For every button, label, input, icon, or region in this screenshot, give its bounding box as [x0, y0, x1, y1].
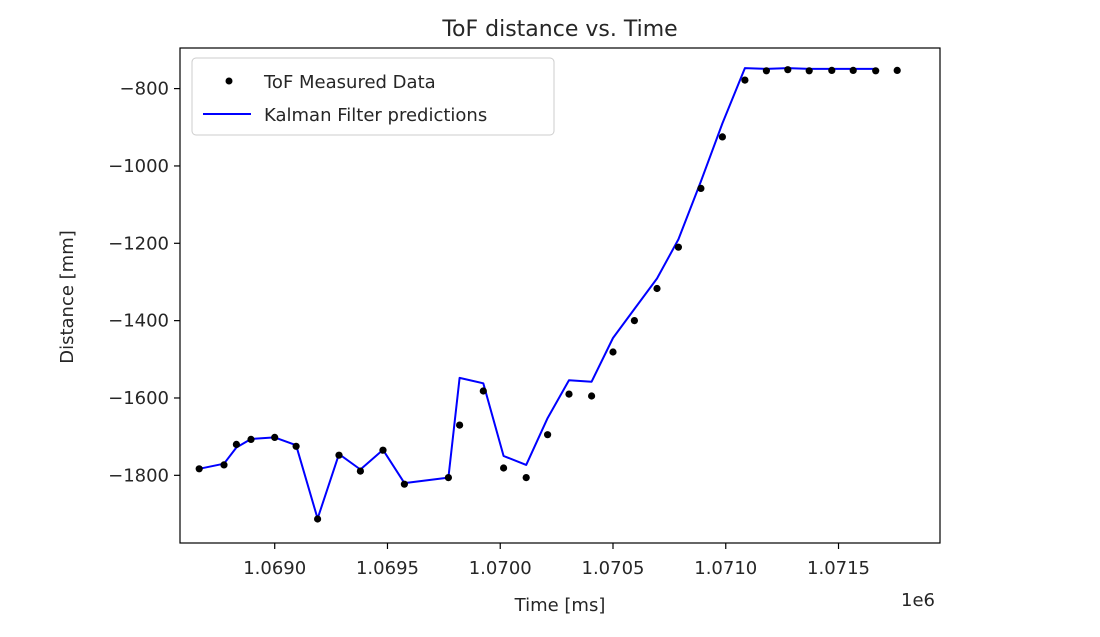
measured-data-point [893, 66, 901, 74]
legend-box [191, 57, 555, 136]
x-tick-label: 1.0715 [807, 558, 870, 579]
measured-data-point [697, 184, 705, 192]
measured-data-point [609, 348, 617, 356]
measured-data-point [674, 243, 683, 251]
x-axis-offset-label: 1e6 [901, 590, 935, 611]
measured-data-point [247, 435, 255, 443]
chart-title: ToF distance vs. Time [441, 17, 677, 42]
measured-data-point [456, 421, 464, 429]
y-tick-label: −1000 [108, 156, 169, 177]
measured-data-point [195, 465, 203, 473]
measured-data-point [805, 67, 813, 75]
x-tick-label: 1.0690 [243, 558, 306, 579]
measured-data-point [741, 76, 749, 84]
measured-data-point [220, 461, 228, 469]
kalman-filter-series-line [198, 67, 876, 520]
measured-data-point [718, 133, 727, 141]
measured-data-point [500, 464, 508, 472]
y-tick-label: −1400 [108, 311, 169, 332]
measured-data-point [544, 431, 552, 439]
x-tick-label: 1.0700 [469, 558, 532, 579]
x-tick-label: 1.0705 [582, 558, 645, 579]
y-tick-label: −1800 [108, 465, 169, 486]
x-axis: 1.0690 1.0695 1.0700 1.0705 1.0710 1.0715 [243, 543, 870, 579]
measured-data-point [849, 66, 857, 74]
measured-data-point [271, 433, 279, 441]
measured-data-point [379, 446, 387, 454]
measured-points [195, 66, 901, 523]
x-tick-label: 1.0710 [694, 558, 757, 579]
legend-label-kalman: Kalman Filter predictions [264, 105, 487, 126]
x-tick-label: 1.0695 [356, 558, 419, 579]
y-axis: −800 −1000 −1200 −1400 −1600 −1800 [108, 79, 180, 486]
measured-data-point [400, 480, 408, 488]
measured-data-point [588, 392, 596, 400]
measured-data-point [522, 474, 530, 482]
measured-data-point [292, 442, 300, 450]
measured-data-point [872, 67, 880, 75]
legend-label-measured: ToF Measured Data [263, 72, 436, 93]
measured-data-point [828, 66, 836, 74]
y-axis-label: Distance [mm] [57, 230, 78, 364]
measured-data-point [565, 390, 573, 398]
measured-data-point [356, 467, 364, 475]
measured-data-point [314, 515, 322, 523]
measured-data-point [784, 66, 792, 74]
legend-marker-measured [225, 77, 233, 85]
measured-data-point [444, 474, 452, 482]
measured-data-point [630, 317, 639, 325]
y-tick-label: −1600 [108, 388, 169, 409]
measured-data-point [762, 67, 771, 75]
x-axis-label: Time [ms] [514, 595, 606, 616]
y-tick-label: −800 [120, 79, 169, 100]
legend: ToF Measured Data Kalman Filter predicti… [191, 57, 555, 136]
kalman-filter-line [198, 67, 876, 520]
y-tick-label: −1200 [108, 233, 169, 254]
measured-data-point [653, 284, 661, 293]
measured-data-point [335, 451, 343, 459]
measured-data-point [479, 387, 487, 395]
measured-data-point [232, 440, 240, 448]
